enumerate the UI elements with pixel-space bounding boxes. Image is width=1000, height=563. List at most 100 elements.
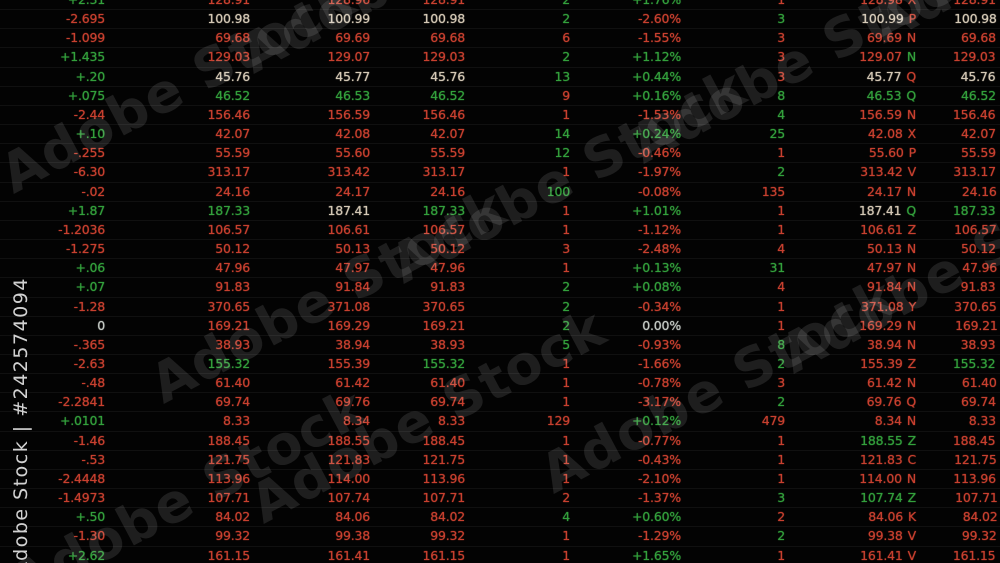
quote-a-cell: 8.34 N <box>874 413 916 429</box>
quote-a-cell: 46.53 Q <box>866 87 917 103</box>
change-cell: +1.87 <box>67 202 106 218</box>
bid-cell: 161.41 <box>327 547 370 563</box>
ask-cell: 91.83 <box>430 279 465 295</box>
quote-a-cell: 107.74 Z <box>860 490 916 506</box>
pct-change-cell: -2.48% <box>637 241 681 257</box>
last-cell: 121.75 <box>207 451 250 467</box>
bid-cell: 8.34 <box>342 413 370 429</box>
exchange-letter: N <box>906 260 916 276</box>
last-cell: 161.15 <box>207 547 250 563</box>
ticker-row: +.20 45.76 45.77 45.76 13 +0.44% 3 45.77Q 45.76Q <box>0 66 1000 86</box>
change-cell: +.07 <box>75 279 105 295</box>
exchange-letter: N <box>906 413 916 429</box>
ticker-row: +1.435 129.03 129.07 129.03 2 +1.12% 3 129.07 N 1… <box>0 47 1000 66</box>
ticker-row: -1.275 50.12 50.13 50.12 3 -2.48% 4 50.13 N 50.12… <box>0 239 1000 258</box>
size-cell: 14 <box>554 126 570 142</box>
ask-cell: 107.71 <box>422 490 465 506</box>
size-cell: 1 <box>562 528 570 544</box>
size-cell: 2 <box>562 11 570 27</box>
quote-b-cell: 155.32Q <box>952 355 996 371</box>
change-cell: +2.62 <box>67 547 106 563</box>
change-cell: -1.2036 <box>58 221 105 237</box>
ticker-row: -.48 61.40 61.42 61.40 1 -0.78% 3 61.42N 61.40Z <box>0 373 1000 392</box>
bid-cell: 69.69 <box>335 30 370 46</box>
exchange-letter: Z <box>907 432 917 448</box>
size2-cell: 1 <box>777 202 785 218</box>
quote-a-cell: 313.42 V <box>860 164 916 180</box>
size2-cell: 3 <box>777 30 785 46</box>
exchange-letter: V <box>907 547 917 563</box>
last-cell: 187.33 <box>207 202 250 218</box>
ask-cell: 113.96 <box>422 470 465 486</box>
exchange-letter: V <box>907 528 917 544</box>
change-cell: -2.2841 <box>58 394 105 410</box>
exchange-letter: N <box>906 336 916 352</box>
size-cell: 2 <box>562 490 570 506</box>
pct-change-cell: +0.16% <box>632 87 681 103</box>
size-cell: 1 <box>562 355 570 371</box>
size-cell: 6 <box>562 30 570 46</box>
ticker-row: -1.4973 107.71 107.74 107.71 2 -1.37% 3 107.74 Z… <box>0 488 1000 507</box>
last-cell: 156.46 <box>207 106 250 122</box>
ask-cell: 47.96 <box>430 260 465 276</box>
quote-a-cell: 155.39 Z <box>860 355 916 371</box>
size-cell: 2 <box>562 279 570 295</box>
pct-change-cell: -0.78% <box>637 375 681 391</box>
size2-cell: 8 <box>777 87 785 103</box>
quote-b-cell: 156.46Q <box>952 106 996 122</box>
last-cell: 8.33 <box>222 413 250 429</box>
quote-a-cell: 100.99 P <box>861 11 916 27</box>
size-cell: 100 <box>546 183 570 199</box>
ticker-row: -1.099 69.68 69.69 69.68 6 -1.55% 3 69.69 N 69.68… <box>0 28 1000 47</box>
pct-change-cell: -2.10% <box>637 470 681 486</box>
bid-cell: 313.42 <box>327 164 370 180</box>
change-cell: -2.695 <box>65 11 105 27</box>
quote-b-cell: 129.03Q <box>952 49 996 65</box>
exchange-letter: N <box>906 49 916 65</box>
exchange-letter: N <box>906 375 916 391</box>
last-cell: 46.52 <box>215 87 250 103</box>
ticker-row: -.53 121.75 121.83 121.75 1 -0.43% 1 121.83 C 121… <box>0 449 1000 469</box>
bid-cell: 155.39 <box>327 355 370 371</box>
ticker-row: +2.62 161.15 161.41 161.15 1 +1.65% 1 161.41 V 16… <box>0 545 1000 563</box>
size2-cell: 2 <box>777 394 785 410</box>
quote-b-cell: 42.07N <box>961 126 996 142</box>
size2-cell: 1 <box>777 298 785 314</box>
pct-change-cell: +0.24% <box>632 126 681 142</box>
pct-change-cell: +0.08% <box>632 279 681 295</box>
quote-a-cell: 69.69 N <box>867 30 916 46</box>
change-cell: -.48 <box>81 375 105 391</box>
change-cell: -1.30 <box>73 528 106 544</box>
ticker-row: -1.46 188.45 188.55 188.45 1 -0.77% 1 188.55 Z 18… <box>0 430 1000 450</box>
pct-change-cell: +1.01% <box>632 202 681 218</box>
size2-cell: 4 <box>777 106 785 122</box>
bid-cell: 371.08 <box>327 298 370 314</box>
bid-cell: 46.53 <box>335 87 370 103</box>
last-cell: 84.02 <box>215 509 250 525</box>
pct-change-cell: -0.08% <box>637 183 681 199</box>
change-cell: +.20 <box>75 68 105 84</box>
ticker-row: -2.695 100.98 100.99 100.98 2 -2.60% 3 100.99 P 1… <box>0 9 1000 28</box>
quote-b-cell: 370.65Z <box>954 298 997 314</box>
exchange-letter: N <box>906 470 916 486</box>
last-cell: 129.03 <box>207 49 250 65</box>
bid-cell: 129.07 <box>327 49 370 65</box>
exchange-letter: X <box>907 126 917 142</box>
quote-a-cell: 91.84 N <box>867 279 916 295</box>
last-cell: 69.68 <box>215 30 250 46</box>
size2-cell: 8 <box>777 336 785 352</box>
size-cell: 2 <box>562 298 570 314</box>
ticker-row: -.255 55.59 55.60 55.59 12 -0.46% 1 55.60 P 55.59… <box>0 143 1000 162</box>
exchange-letter: P <box>908 145 917 161</box>
ticker-row: +.075 46.52 46.53 46.52 9 +0.16% 8 46.53Q 46.52N <box>0 85 1000 105</box>
change-cell: +.06 <box>75 260 105 276</box>
ask-cell: 313.17 <box>422 164 465 180</box>
quote-a-cell: 106.61 Z <box>860 221 916 237</box>
last-cell: 169.21 <box>207 317 250 333</box>
exchange-letter: N <box>906 30 916 46</box>
ask-cell: 50.12 <box>430 241 465 257</box>
pct-change-cell: +0.60% <box>632 509 681 525</box>
ticker-row: -1.2036 106.57 106.61 106.57 1 -1.12% 1 106.61 Z… <box>0 219 1000 239</box>
quote-b-cell: 46.52N <box>961 87 996 103</box>
